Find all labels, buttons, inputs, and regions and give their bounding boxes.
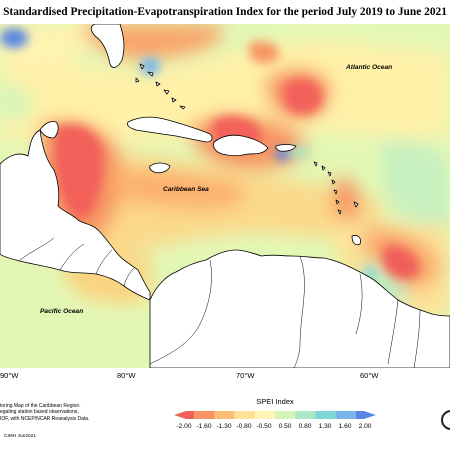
legend-title: SPEI Index — [256, 397, 294, 406]
florida — [90, 24, 125, 68]
bahamas — [135, 63, 186, 110]
map-title: Standardised Precipitation-Evapotranspir… — [3, 6, 447, 18]
legend-swatch — [214, 411, 235, 419]
jamaica — [149, 162, 171, 174]
land-masses — [0, 24, 450, 368]
lon-label-60w: 60°W — [360, 371, 379, 380]
logo-icon — [441, 410, 450, 430]
yucatan — [39, 121, 59, 139]
footnote-line: IOF, with NCEP/NCAR Reanalysis Data. — [0, 415, 90, 422]
legend-tick: 1.30 — [318, 423, 332, 430]
legend-colorbar — [174, 411, 376, 419]
legend-swatch — [234, 411, 255, 419]
footnote-line: toring Map of the Caribbean Region. — [0, 403, 81, 409]
spei-map: Atlantic Ocean Caribbean Sea Pacific Oce… — [0, 24, 450, 368]
country-borders — [19, 237, 421, 368]
legend-tick: -1.30 — [216, 423, 232, 430]
legend-swatch — [194, 411, 215, 419]
caribbean-sea-label: Caribbean Sea — [163, 186, 209, 193]
lon-label-90w: 90°W — [0, 371, 19, 380]
legend-swatch — [174, 411, 195, 419]
legend-swatch — [355, 411, 376, 419]
footnote-line: egating station based observations, — [0, 409, 79, 416]
hispaniola — [213, 134, 269, 156]
legend-tick: 2.00 — [358, 423, 372, 430]
lesser-antilles — [313, 161, 359, 215]
credit-text: CIMH Jun2021 — [4, 434, 36, 439]
map-svg: Atlantic Ocean Caribbean Sea Pacific Oce… — [0, 24, 450, 368]
trinidad — [351, 235, 361, 246]
legend-ticks: -2.00 -1.60 -1.30 -0.80 -0.50 0.50 0.80 … — [170, 423, 380, 433]
lon-label-70w: 70°W — [236, 371, 255, 380]
legend-tick: -0.80 — [236, 423, 252, 430]
lon-label-80w: 80°W — [117, 371, 136, 380]
legend-tick: -2.00 — [176, 423, 192, 430]
legend-swatch — [275, 411, 296, 419]
legend-swatch — [295, 411, 316, 419]
central-america — [0, 129, 151, 301]
pacific-ocean-label: Pacific Ocean — [40, 308, 83, 315]
legend-tick: 0.80 — [298, 423, 312, 430]
legend-tick: 0.50 — [278, 423, 292, 430]
atlantic-ocean-label: Atlantic Ocean — [345, 64, 392, 71]
south-america — [149, 249, 450, 368]
legend-tick: -0.50 — [256, 423, 272, 430]
puerto-rico — [275, 144, 297, 152]
legend-tick: 1.60 — [338, 423, 352, 430]
cuba — [127, 116, 213, 143]
legend-swatch — [315, 411, 336, 419]
footnote: toring Map of the Caribbean Region. egat… — [0, 403, 130, 422]
legend-swatch — [335, 411, 356, 419]
legend-tick: -1.60 — [196, 423, 212, 430]
legend-swatch — [254, 411, 275, 419]
